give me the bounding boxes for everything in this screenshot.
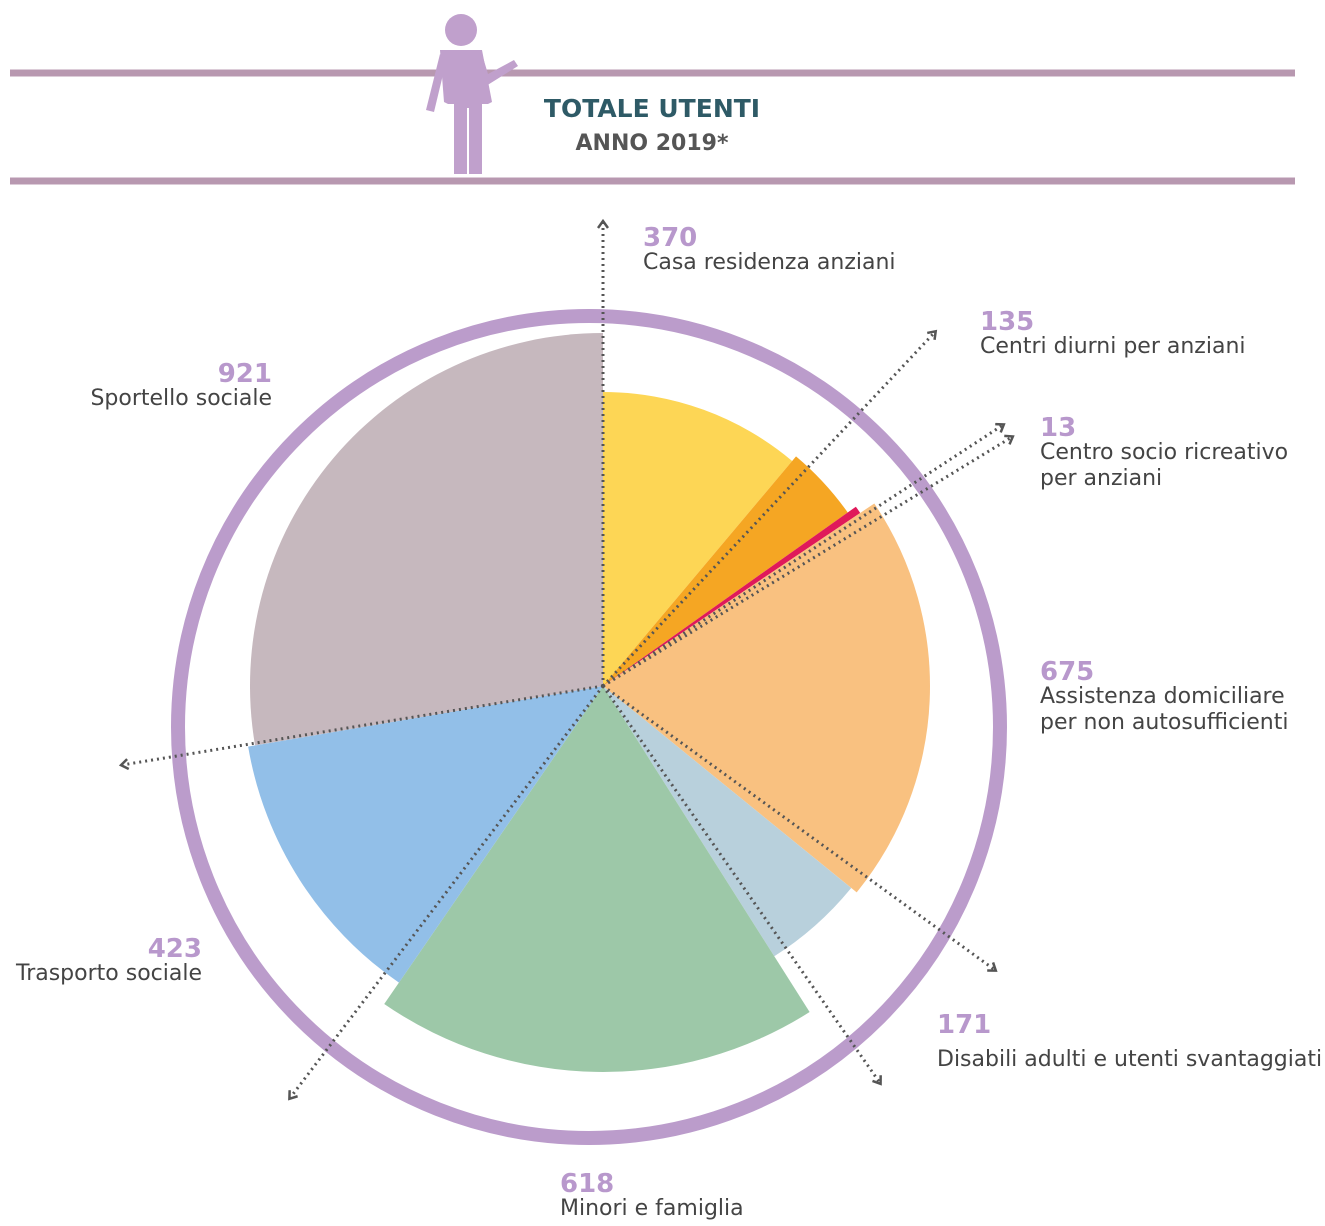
slice-label: 370 Casa residenza anziani bbox=[643, 223, 896, 276]
category-label: Casa residenza anziani bbox=[643, 250, 896, 275]
dotted-arrow bbox=[601, 685, 880, 1083]
value-label: 618 bbox=[560, 1169, 615, 1199]
slice-label: 618 Minori e famiglia bbox=[560, 1169, 744, 1222]
pie-slice bbox=[603, 503, 931, 893]
category-label: Minori e famiglia bbox=[560, 1196, 744, 1221]
outer-ring bbox=[171, 309, 1007, 1145]
slice-label: 171 Disabili adulti e utenti svantaggiati bbox=[937, 1010, 1323, 1073]
slice-label: 423 Trasporto sociale bbox=[15, 934, 202, 987]
pie-slice bbox=[603, 506, 861, 686]
slice-label: 13 Centro socio ricreativo per anziani bbox=[1040, 413, 1300, 492]
category-label: Disabili adulti e utenti svantaggiati bbox=[937, 1047, 1323, 1072]
slice-label: 675 Assistenza domiciliare per non autosu… bbox=[1040, 657, 1300, 736]
category-label: Sportello sociale bbox=[90, 386, 272, 411]
person-icon bbox=[426, 14, 518, 174]
category-label: Trasporto sociale bbox=[15, 961, 202, 986]
slice-label: 135 Centri diurni per anziani bbox=[980, 307, 1246, 360]
category-label: Centro socio ricreativo per anziani bbox=[1040, 440, 1289, 491]
pie-slice bbox=[603, 456, 848, 686]
value-label: 135 bbox=[980, 307, 1035, 337]
title: TOTALE UTENTI bbox=[543, 94, 761, 123]
dotted-arrow bbox=[602, 437, 1012, 688]
value-label: 13 bbox=[1040, 413, 1077, 443]
subtitle: ANNO 2019* bbox=[575, 131, 729, 156]
category-label: Centri diurni per anziani bbox=[980, 334, 1246, 359]
pie-slice bbox=[249, 333, 603, 746]
category-label: Assistenza domiciliare per non autosuffi… bbox=[1040, 684, 1289, 735]
value-label: 423 bbox=[147, 934, 202, 964]
value-label: 370 bbox=[643, 223, 698, 253]
pie-slice bbox=[603, 686, 852, 957]
dotted-arrow bbox=[602, 684, 995, 970]
value-label: 171 bbox=[937, 1010, 992, 1040]
pie-slice bbox=[248, 686, 603, 983]
slice-label: 921 Sportello sociale bbox=[90, 359, 272, 412]
pie-slice bbox=[384, 686, 810, 1072]
dotted-arrow bbox=[602, 425, 1003, 688]
pie-slice bbox=[603, 392, 793, 686]
dotted-arrow bbox=[290, 685, 605, 1098]
value-label: 675 bbox=[1040, 657, 1095, 687]
value-label: 921 bbox=[217, 359, 272, 389]
